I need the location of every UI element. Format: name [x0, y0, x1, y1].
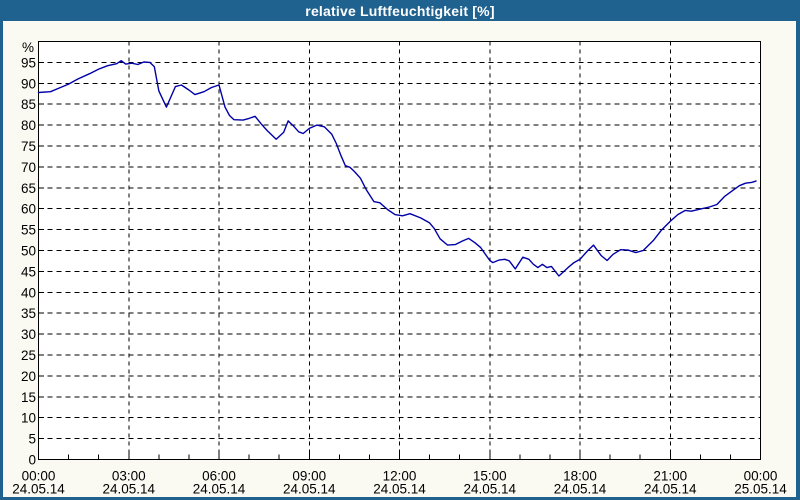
- humidity-line: [37, 60, 757, 277]
- y-tick-label: 95: [21, 55, 36, 70]
- x-axis-labels: 00:0024.05.1403:0024.05.1406:0024.05.140…: [12, 469, 787, 497]
- x-tick-date-label: 24.05.14: [554, 482, 607, 497]
- y-tick-label: 70: [21, 160, 36, 175]
- y-tick-label: 85: [21, 97, 36, 112]
- y-axis-labels: 0 5 10 15 20 25 30 35 40 45 50 55 60 65 70 75 80 85 90 95%: [21, 40, 36, 468]
- x-tick-time-label: 03:00: [112, 469, 146, 484]
- x-tick-date-label: 25.05.14: [734, 482, 787, 497]
- x-tick-time-label: 15:00: [473, 469, 507, 484]
- x-tick-date-label: 24.05.14: [283, 482, 336, 497]
- chart-title: relative Luftfeuchtigkeit [%]: [305, 2, 495, 19]
- y-tick-label: 50: [21, 244, 36, 259]
- y-tick-label: 0: [28, 453, 36, 468]
- y-tick-label: 90: [21, 76, 36, 91]
- x-tick-time-label: 06:00: [202, 469, 236, 484]
- y-tick-label: 80: [21, 118, 36, 133]
- y-tick-label: 5: [28, 432, 36, 447]
- y-tick-label: 10: [21, 411, 36, 426]
- y-tick-label: 30: [21, 327, 36, 342]
- y-tick-label: 35: [21, 306, 36, 321]
- y-tick-label: 75: [21, 139, 36, 154]
- gridlines: [38, 41, 761, 460]
- x-tick-time-label: 00:00: [22, 469, 56, 484]
- plot-border: [37, 40, 762, 461]
- x-tick-date-label: 24.05.14: [373, 482, 426, 497]
- x-tick-date-label: 24.05.14: [12, 482, 65, 497]
- y-tick-label: 60: [21, 202, 36, 217]
- x-tick-date-label: 24.05.14: [463, 482, 516, 497]
- y-tick-label: 15: [21, 390, 36, 405]
- y-tick-label: 55: [21, 223, 36, 238]
- axis-ticks: [38, 61, 761, 460]
- x-tick-time-label: 09:00: [292, 469, 326, 484]
- x-tick-time-label: 00:00: [744, 469, 778, 484]
- y-tick-label: 65: [21, 181, 36, 196]
- x-tick-time-label: 18:00: [563, 469, 597, 484]
- x-tick-time-label: 21:00: [653, 469, 687, 484]
- y-tick-label: 45: [21, 264, 36, 279]
- y-tick-label: 40: [21, 285, 36, 300]
- y-tick-label: 20: [21, 369, 36, 384]
- x-tick-date-label: 24.05.14: [102, 482, 155, 497]
- x-tick-date-label: 24.05.14: [193, 482, 246, 497]
- window-title-bar: relative Luftfeuchtigkeit [%]: [0, 0, 800, 21]
- x-tick-time-label: 12:00: [383, 469, 417, 484]
- x-tick-date-label: 24.05.14: [644, 482, 697, 497]
- y-tick-label: 25: [21, 348, 36, 363]
- y-axis-unit-label: %: [22, 40, 34, 55]
